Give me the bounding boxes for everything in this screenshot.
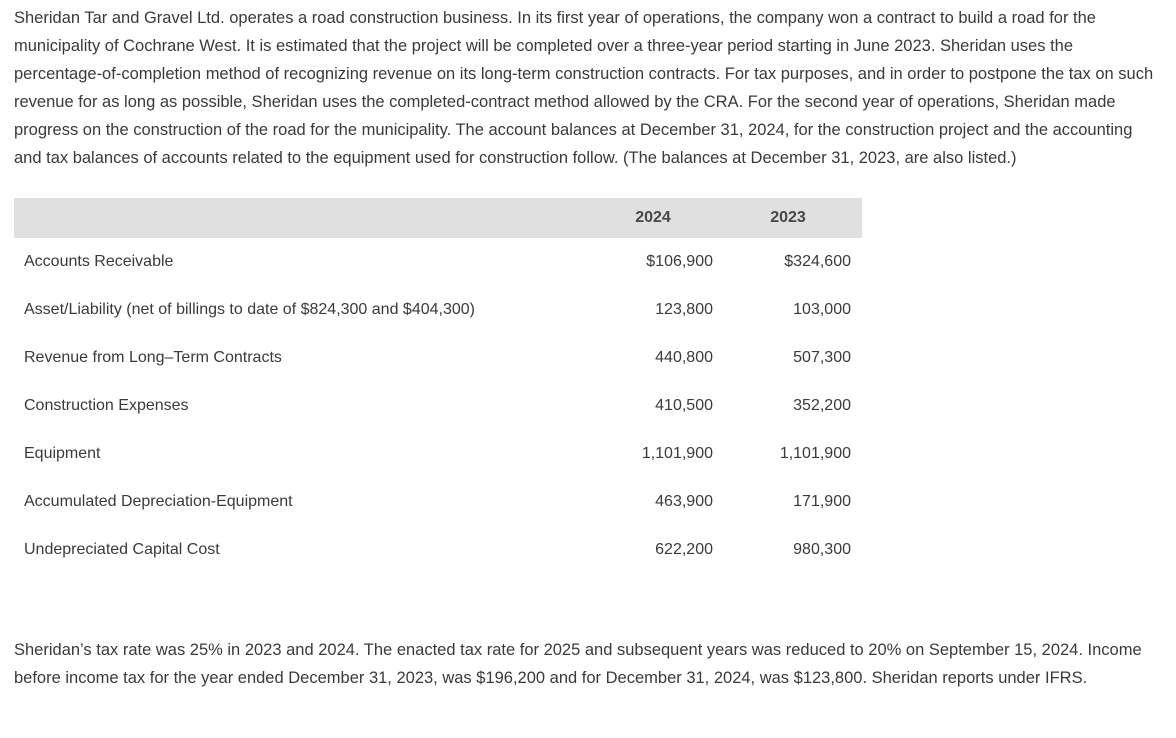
table-row: Equipment 1,101,900 1,101,900 xyxy=(14,430,862,478)
account-label: Asset/Liability (net of billings to date… xyxy=(14,286,592,334)
account-label: Revenue from Long–Term Contracts xyxy=(14,334,592,382)
table-row: Construction Expenses 410,500 352,200 xyxy=(14,382,862,430)
account-label: Accounts Receivable xyxy=(14,238,592,286)
value-2024: 410,500 xyxy=(592,382,727,430)
value-2024: 622,200 xyxy=(592,526,727,574)
value-2024: 463,900 xyxy=(592,478,727,526)
problem-statement-page: Sheridan Tar and Gravel Ltd. operates a … xyxy=(14,9,1154,687)
table-row: Undepreciated Capital Cost 622,200 980,3… xyxy=(14,526,862,574)
value-2024: 1,101,900 xyxy=(592,430,727,478)
table-row: Asset/Liability (net of billings to date… xyxy=(14,286,862,334)
table-row: Accounts Receivable $106,900 $324,600 xyxy=(14,238,862,286)
footer-paragraph: Sheridan’s tax rate was 25% in 2023 and … xyxy=(14,641,1142,687)
value-2023: 980,300 xyxy=(727,526,862,574)
table-body: Accounts Receivable $106,900 $324,600 As… xyxy=(14,238,862,574)
table-row: Revenue from Long–Term Contracts 440,800… xyxy=(14,334,862,382)
value-2023: 352,200 xyxy=(727,382,862,430)
account-label: Accumulated Depreciation-Equipment xyxy=(14,478,592,526)
value-2023: 1,101,900 xyxy=(727,430,862,478)
account-balances-table-wrap: 2024 2023 Accounts Receivable $106,900 $… xyxy=(14,198,862,574)
value-2023: 507,300 xyxy=(727,334,862,382)
value-2024: $106,900 xyxy=(592,238,727,286)
empty-header-cell xyxy=(14,198,592,238)
account-label: Construction Expenses xyxy=(14,382,592,430)
value-2023: 171,900 xyxy=(727,478,862,526)
value-2024: 123,800 xyxy=(592,286,727,334)
table-header: 2024 2023 xyxy=(14,198,862,238)
account-label: Equipment xyxy=(14,430,592,478)
table-row: Accumulated Depreciation-Equipment 463,9… xyxy=(14,478,862,526)
value-2023: $324,600 xyxy=(727,238,862,286)
intro-paragraph: Sheridan Tar and Gravel Ltd. operates a … xyxy=(14,9,1154,167)
account-balances-table: 2024 2023 Accounts Receivable $106,900 $… xyxy=(14,198,862,574)
column-header-2024: 2024 xyxy=(592,198,727,238)
value-2024: 440,800 xyxy=(592,334,727,382)
value-2023: 103,000 xyxy=(727,286,862,334)
column-header-2023: 2023 xyxy=(727,198,862,238)
account-label: Undepreciated Capital Cost xyxy=(14,526,592,574)
table-header-row: 2024 2023 xyxy=(14,198,862,238)
